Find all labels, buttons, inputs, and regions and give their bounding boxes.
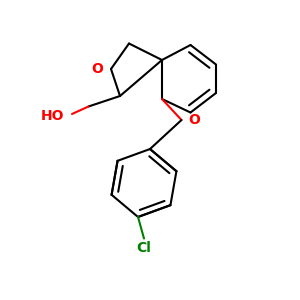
Text: O: O bbox=[188, 113, 200, 127]
Text: O: O bbox=[92, 62, 104, 76]
Text: HO: HO bbox=[41, 109, 64, 122]
Text: Cl: Cl bbox=[136, 241, 152, 254]
